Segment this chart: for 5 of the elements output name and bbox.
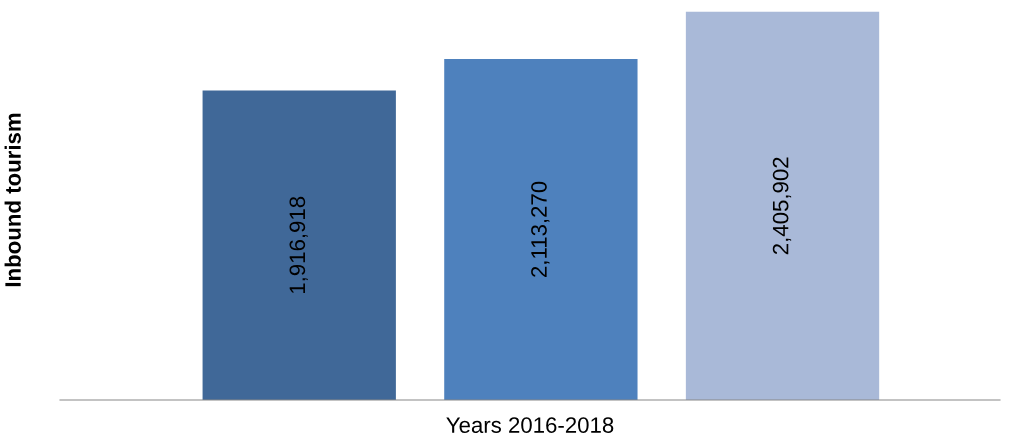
data-label: 1,916,918: [289, 196, 308, 294]
data-label: 2,113,270: [531, 181, 550, 277]
data-label: 2,405,902: [772, 157, 792, 255]
y-axis-title: Inbound tourism: [4, 113, 21, 287]
x-axis-title: Years 2016-2018: [446, 417, 614, 433]
